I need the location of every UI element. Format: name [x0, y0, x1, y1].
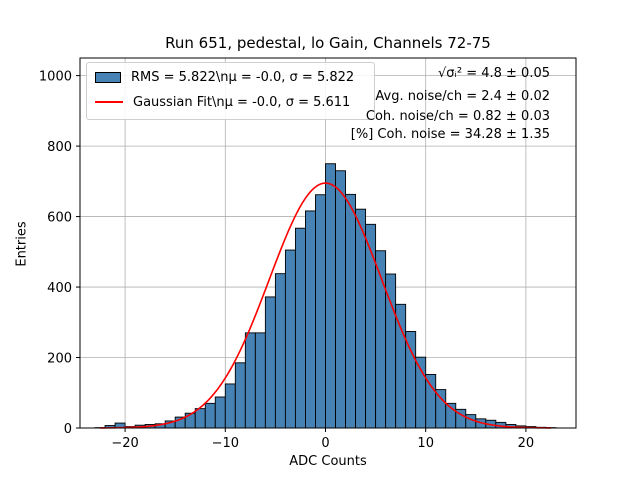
histogram-bar: [325, 163, 336, 429]
histogram-bar: [234, 362, 246, 429]
legend-entry-fit: Gaussian Fit\nμ = -0.0, σ = 5.611: [95, 93, 350, 111]
histogram-bar: [305, 210, 316, 429]
gaussian-fit-curve: [100, 182, 551, 429]
y-tick-label: 600: [47, 211, 72, 226]
histogram-bar: [244, 332, 256, 429]
histogram-bar: [415, 356, 427, 429]
y-axis-label: Entries: [14, 221, 30, 267]
x-tick-label: −20: [111, 436, 138, 451]
histogram-bar: [184, 412, 196, 429]
bars-layer: [94, 163, 557, 429]
histogram-bar: [194, 408, 206, 429]
x-tick-label: 10: [417, 436, 434, 451]
annotation-coh-noise: Coh. noise/ch = 0.82 ± 0.03: [365, 109, 550, 124]
axes-frame: [79, 57, 577, 429]
legend-swatch-histogram: [95, 71, 121, 83]
histogram-bar: [425, 373, 437, 429]
annotation-coh-noise-percent: [%] Coh. noise = 34.28 ± 1.35: [350, 127, 550, 142]
histogram-bar: [254, 332, 266, 429]
histogram-bar: [264, 296, 276, 429]
histogram-bar: [435, 389, 447, 429]
y-tick-label: 400: [47, 281, 72, 296]
histogram-bar: [345, 193, 357, 429]
legend-entry-histogram: RMS = 5.822\nμ = -0.0, σ = 5.822: [95, 68, 354, 86]
x-axis-label: ADC Counts: [289, 454, 367, 469]
legend-swatch-fit: [95, 101, 123, 103]
legend-label-fit: Gaussian Fit\nμ = -0.0, σ = 5.611: [133, 94, 351, 110]
y-tick-label: 0: [64, 422, 72, 437]
annotation-avg-noise: Avg. noise/ch = 2.4 ± 0.02: [375, 89, 550, 104]
y-tick-label: 200: [47, 352, 72, 367]
histogram-bar: [355, 208, 367, 429]
x-tick-label: −10: [212, 436, 239, 451]
histogram-bar: [284, 249, 296, 429]
histogram-bar: [385, 273, 397, 429]
histogram-bar: [224, 383, 236, 429]
histogram-bar: [214, 396, 226, 429]
histogram-bar: [294, 227, 306, 429]
histogram-bar: [395, 303, 407, 429]
histogram-bar: [405, 330, 417, 429]
histogram-bar: [204, 402, 216, 429]
histogram-bar: [274, 273, 286, 429]
annotation-sigma: √σᵢ² = 4.8 ± 0.05: [438, 66, 550, 81]
chart-title: Run 651, pedestal, lo Gain, Channels 72-…: [165, 34, 491, 52]
y-tick-label: 1000: [39, 70, 72, 85]
x-tick-label: 0: [321, 436, 329, 451]
histogram-bar: [365, 223, 377, 429]
y-tick-label: 800: [47, 140, 72, 155]
legend-label-histogram: RMS = 5.822\nμ = -0.0, σ = 5.822: [131, 69, 355, 85]
legend: RMS = 5.822\nμ = -0.0, σ = 5.822 Gaussia…: [86, 62, 375, 120]
histogram-bar: [335, 170, 346, 429]
x-tick-label: 20: [518, 436, 535, 451]
histogram-bar: [315, 194, 326, 429]
